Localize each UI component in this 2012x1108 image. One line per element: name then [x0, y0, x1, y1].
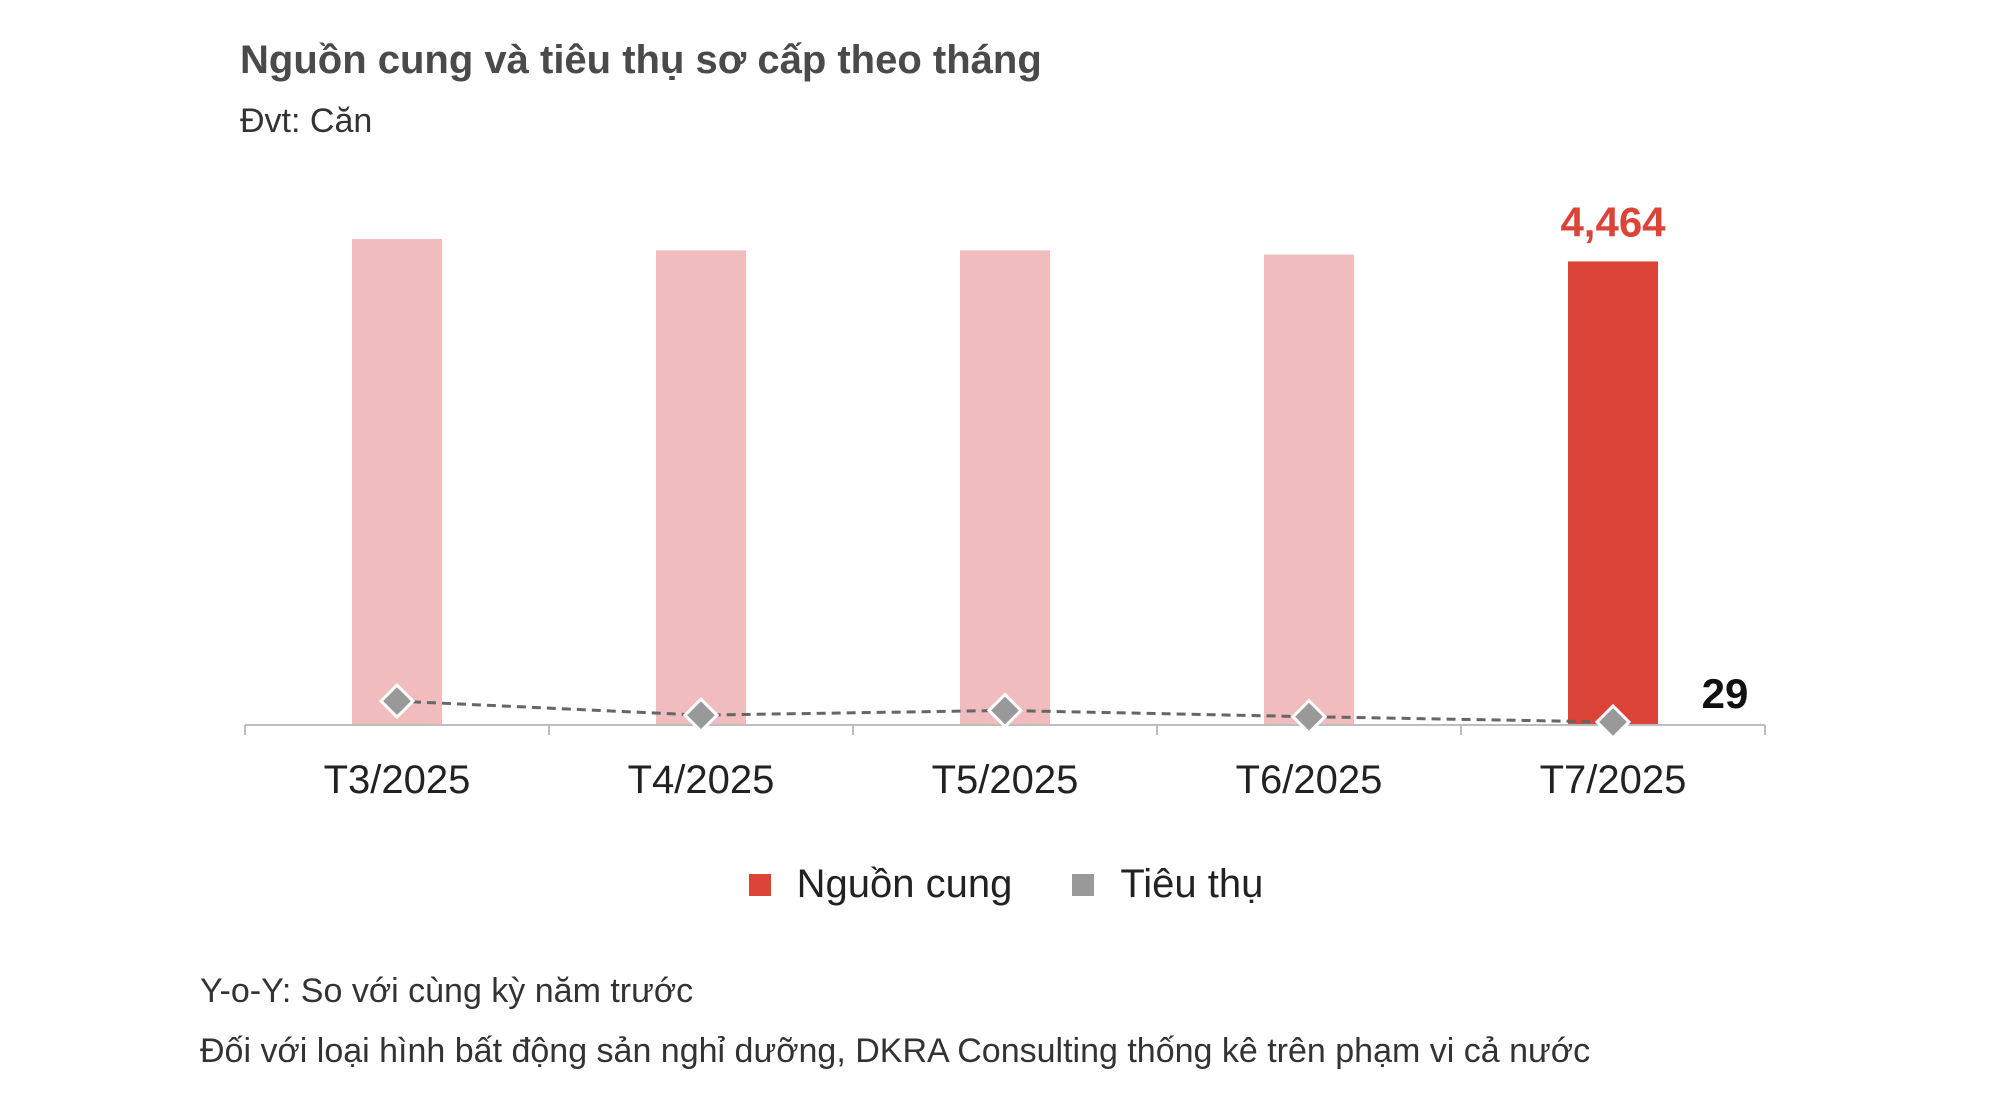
data-label-supply: 4,464: [1560, 198, 1666, 245]
legend-label-supply: Nguồn cung: [796, 862, 1013, 906]
consumption-marker-T7/2025: [1594, 703, 1632, 741]
footnote-scope: Đối với loại hình bất động sản nghỉ dưỡn…: [200, 1032, 1591, 1070]
bar-T4/2025: [656, 250, 746, 725]
chart-legend: Nguồn cung Tiêu thụ: [0, 862, 2012, 907]
consumption-marker-T3/2025: [378, 682, 416, 720]
chart-area: T3/2025 T4/2025 T5/2025 T6/2025 T7/2025 4,464…: [244, 198, 1766, 802]
consumption-marker-T6/2025: [1290, 698, 1328, 735]
x-tick-label: T6/2025: [1236, 758, 1383, 802]
footnote-yoy: Y-o-Y: So với cùng kỳ năm trước: [200, 972, 694, 1010]
consumption-marker-T5/2025: [986, 692, 1024, 729]
consumption-marker-T4/2025: [682, 697, 720, 734]
data-label-consumption: 29: [1702, 670, 1749, 717]
legend-swatch-consumption: [1072, 873, 1095, 896]
bar-T6/2025: [1264, 254, 1354, 726]
legend-item-consumption: Tiêu thụ: [1072, 862, 1263, 907]
legend-label-consumption: Tiêu thụ: [1120, 862, 1264, 906]
x-tick-label: T3/2025: [324, 758, 471, 802]
bar-T7/2025: [1568, 261, 1658, 725]
legend-swatch-supply: [748, 873, 771, 896]
x-tick-label: T7/2025: [1540, 758, 1687, 802]
bar-T5/2025: [960, 250, 1050, 725]
legend-item-supply: Nguồn cung: [748, 862, 1013, 907]
chart-title: Nguồn cung và tiêu thụ sơ cấp theo tháng: [240, 38, 1042, 82]
bar-T3/2025: [352, 239, 442, 725]
x-tick-label: T5/2025: [932, 758, 1079, 802]
x-tick-label: T4/2025: [628, 758, 775, 802]
chart-unit: Đvt: Căn: [240, 102, 373, 140]
